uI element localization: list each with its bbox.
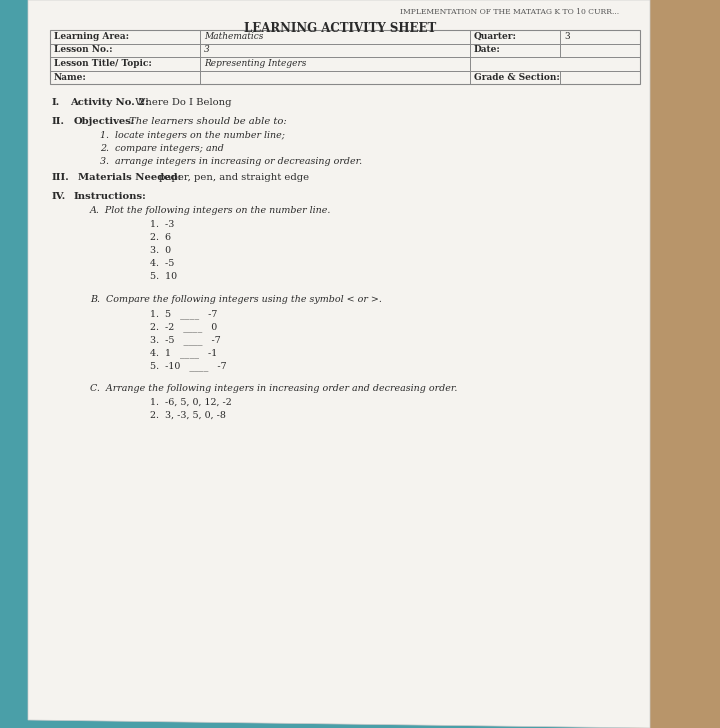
Text: The learners should be able to:: The learners should be able to: — [126, 117, 287, 126]
Text: IMPLEMENTATION OF THE MATATAG K TO 10 CURR...: IMPLEMENTATION OF THE MATATAG K TO 10 CU… — [400, 8, 619, 16]
Text: Activity No. 2:: Activity No. 2: — [70, 98, 149, 107]
Text: Objectives:: Objectives: — [74, 117, 135, 126]
Text: 3.  0: 3. 0 — [150, 246, 171, 255]
Text: 2.  6: 2. 6 — [150, 233, 171, 242]
Text: I.: I. — [52, 98, 60, 107]
Polygon shape — [630, 0, 720, 728]
Text: paper, pen, and straight edge: paper, pen, and straight edge — [156, 173, 309, 182]
Bar — [50, 30, 640, 84]
Text: Learning Area:: Learning Area: — [54, 32, 129, 41]
Text: 2.  3, -3, 5, 0, -8: 2. 3, -3, 5, 0, -8 — [150, 411, 226, 420]
Text: 5.  -10   ____   -7: 5. -10 ____ -7 — [150, 361, 227, 371]
Text: 3: 3 — [204, 45, 210, 55]
Text: 3.  -5   ____   -7: 3. -5 ____ -7 — [150, 335, 221, 344]
Text: 1.  -6, 5, 0, 12, -2: 1. -6, 5, 0, 12, -2 — [150, 398, 232, 407]
Text: B.  Compare the following integers using the symbol < or >.: B. Compare the following integers using … — [90, 295, 382, 304]
Text: Representing Integers: Representing Integers — [204, 59, 307, 68]
Text: 4.  -5: 4. -5 — [150, 259, 174, 268]
Text: 3.  arrange integers in increasing or decreasing order.: 3. arrange integers in increasing or dec… — [100, 157, 362, 166]
Text: Materials Needed:: Materials Needed: — [78, 173, 181, 182]
Text: 1.  -3: 1. -3 — [150, 220, 174, 229]
Text: 5.  10: 5. 10 — [150, 272, 177, 281]
Polygon shape — [28, 0, 650, 728]
Text: Quarter:: Quarter: — [474, 32, 517, 41]
Text: Grade & Section:: Grade & Section: — [474, 73, 560, 82]
Text: Where Do I Belong: Where Do I Belong — [132, 98, 232, 107]
Text: 4.  1   ____   -1: 4. 1 ____ -1 — [150, 348, 217, 357]
Text: Mathematics: Mathematics — [204, 32, 264, 41]
Text: A.  Plot the following integers on the number line.: A. Plot the following integers on the nu… — [90, 206, 331, 215]
Text: III.: III. — [52, 173, 70, 182]
Text: 2.  compare integers; and: 2. compare integers; and — [100, 144, 224, 153]
Text: 2.  -2   ____   0: 2. -2 ____ 0 — [150, 322, 217, 332]
Text: 1.  5   ____   -7: 1. 5 ____ -7 — [150, 309, 217, 319]
Text: Instructions:: Instructions: — [74, 192, 147, 201]
Text: Date:: Date: — [474, 45, 501, 55]
Text: IV.: IV. — [52, 192, 66, 201]
Text: 1.  locate integers on the number line;: 1. locate integers on the number line; — [100, 131, 285, 140]
Text: 3: 3 — [564, 32, 570, 41]
Text: Lesson Title/ Topic:: Lesson Title/ Topic: — [54, 59, 152, 68]
Text: Lesson No.:: Lesson No.: — [54, 45, 112, 55]
Text: C.  Arrange the following integers in increasing order and decreasing order.: C. Arrange the following integers in inc… — [90, 384, 457, 393]
Text: LEARNING ACTIVITY SHEET: LEARNING ACTIVITY SHEET — [244, 22, 436, 35]
Text: II.: II. — [52, 117, 65, 126]
Text: Name:: Name: — [54, 73, 87, 82]
